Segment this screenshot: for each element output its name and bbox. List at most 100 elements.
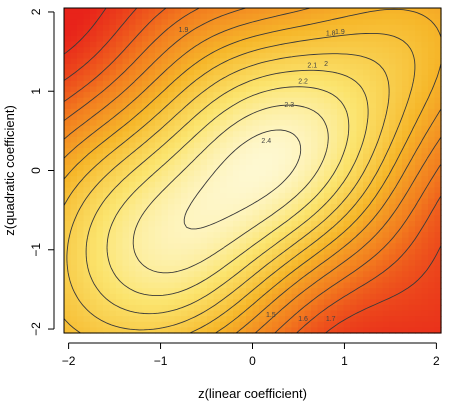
heatmap-cell (103, 80, 111, 88)
heatmap-cell (116, 237, 124, 244)
heatmap-cell (83, 181, 91, 188)
heatmap-cell (356, 316, 364, 323)
heatmap-cell (395, 327, 403, 334)
heatmap-cell (200, 187, 208, 194)
heatmap-cell (148, 131, 156, 138)
heatmap-cell (181, 24, 189, 32)
heatmap-cell (350, 30, 358, 37)
heatmap-cell (311, 187, 319, 194)
heatmap-cell (395, 8, 403, 15)
heatmap-cell (155, 136, 163, 144)
heatmap-cell (337, 120, 345, 127)
heatmap-cell (220, 260, 228, 267)
heatmap-cell (291, 103, 299, 110)
heatmap-cell (428, 192, 436, 200)
heatmap-cell (421, 271, 429, 278)
heatmap-cell (239, 316, 247, 323)
heatmap-cell (382, 304, 390, 312)
heatmap-cell (122, 316, 130, 323)
heatmap-cell (434, 232, 442, 239)
heatmap-cell (369, 19, 377, 26)
heatmap-cell (70, 176, 78, 183)
heatmap-cell (311, 237, 319, 244)
heatmap-cell (168, 304, 176, 312)
heatmap-cell (187, 120, 195, 127)
heatmap-cell (116, 52, 124, 60)
heatmap-cell (90, 75, 98, 82)
heatmap-cell (64, 282, 72, 289)
heatmap-cell (389, 148, 397, 155)
heatmap-cell (90, 136, 98, 144)
heatmap-cell (90, 120, 98, 127)
heatmap-cell (187, 13, 195, 20)
heatmap-cell (233, 148, 241, 155)
heatmap-cell (64, 58, 72, 65)
heatmap-cell (356, 265, 364, 272)
heatmap-cell (298, 321, 306, 328)
heatmap-cell (369, 153, 377, 160)
heatmap-cell (317, 13, 325, 20)
heatmap-cell (226, 220, 234, 228)
heatmap-cell (324, 243, 332, 250)
heatmap-cell (265, 80, 273, 88)
heatmap-cell (376, 52, 384, 60)
heatmap-cell (246, 125, 254, 132)
heatmap-cell (64, 299, 72, 306)
heatmap-cell (278, 265, 286, 272)
heatmap-cell (356, 125, 364, 132)
heatmap-cell (233, 260, 241, 267)
heatmap-cell (142, 282, 150, 289)
heatmap-cell (343, 24, 351, 32)
heatmap-cell (285, 187, 293, 194)
heatmap-cell (233, 282, 241, 289)
heatmap-cell (421, 327, 429, 334)
heatmap-cell (122, 92, 130, 99)
contour-line (63, 7, 442, 334)
heatmap-cell (90, 209, 98, 216)
heatmap-cell (356, 120, 364, 127)
heatmap-cell (324, 226, 332, 233)
heatmap-cell (252, 136, 260, 144)
heatmap-cell (213, 181, 221, 188)
heatmap-cell (148, 8, 156, 15)
heatmap-cell (200, 19, 208, 26)
heatmap-cell (356, 304, 364, 312)
heatmap-cell (148, 209, 156, 216)
heatmap-cell (291, 282, 299, 289)
heatmap-cell (187, 198, 195, 205)
heatmap-cell (83, 265, 91, 272)
heatmap-cell (116, 282, 124, 289)
contour-label: 1.7 (326, 316, 336, 323)
heatmap-cell (330, 176, 338, 183)
heatmap-cell (220, 226, 228, 233)
heatmap-cell (278, 13, 286, 20)
heatmap-cell (83, 103, 91, 110)
heatmap-cell (408, 159, 416, 166)
heatmap-cell (311, 271, 319, 278)
heatmap-cell (226, 142, 234, 149)
heatmap-cell (428, 97, 436, 104)
heatmap-cell (174, 52, 182, 60)
heatmap-cell (285, 310, 293, 317)
heatmap-cell (298, 271, 306, 278)
heatmap-cell (181, 204, 189, 211)
heatmap-cell (109, 198, 117, 205)
heatmap-cell (122, 114, 130, 121)
heatmap-cell (304, 304, 312, 312)
heatmap-cell (129, 176, 137, 183)
heatmap-cell (187, 187, 195, 194)
heatmap-cell (116, 41, 124, 48)
heatmap-cell (356, 181, 364, 188)
heatmap-cell (343, 30, 351, 37)
heatmap-cell (350, 125, 358, 132)
heatmap-cell (174, 159, 182, 166)
heatmap-cell (194, 120, 202, 127)
heatmap-cell (337, 209, 345, 216)
heatmap-cell (376, 148, 384, 155)
heatmap-cell (109, 24, 117, 32)
heatmap-cell (109, 321, 117, 328)
heatmap-cell (402, 125, 410, 132)
heatmap-cell (434, 271, 442, 278)
heatmap-cell (187, 232, 195, 239)
heatmap-cell (161, 148, 169, 155)
